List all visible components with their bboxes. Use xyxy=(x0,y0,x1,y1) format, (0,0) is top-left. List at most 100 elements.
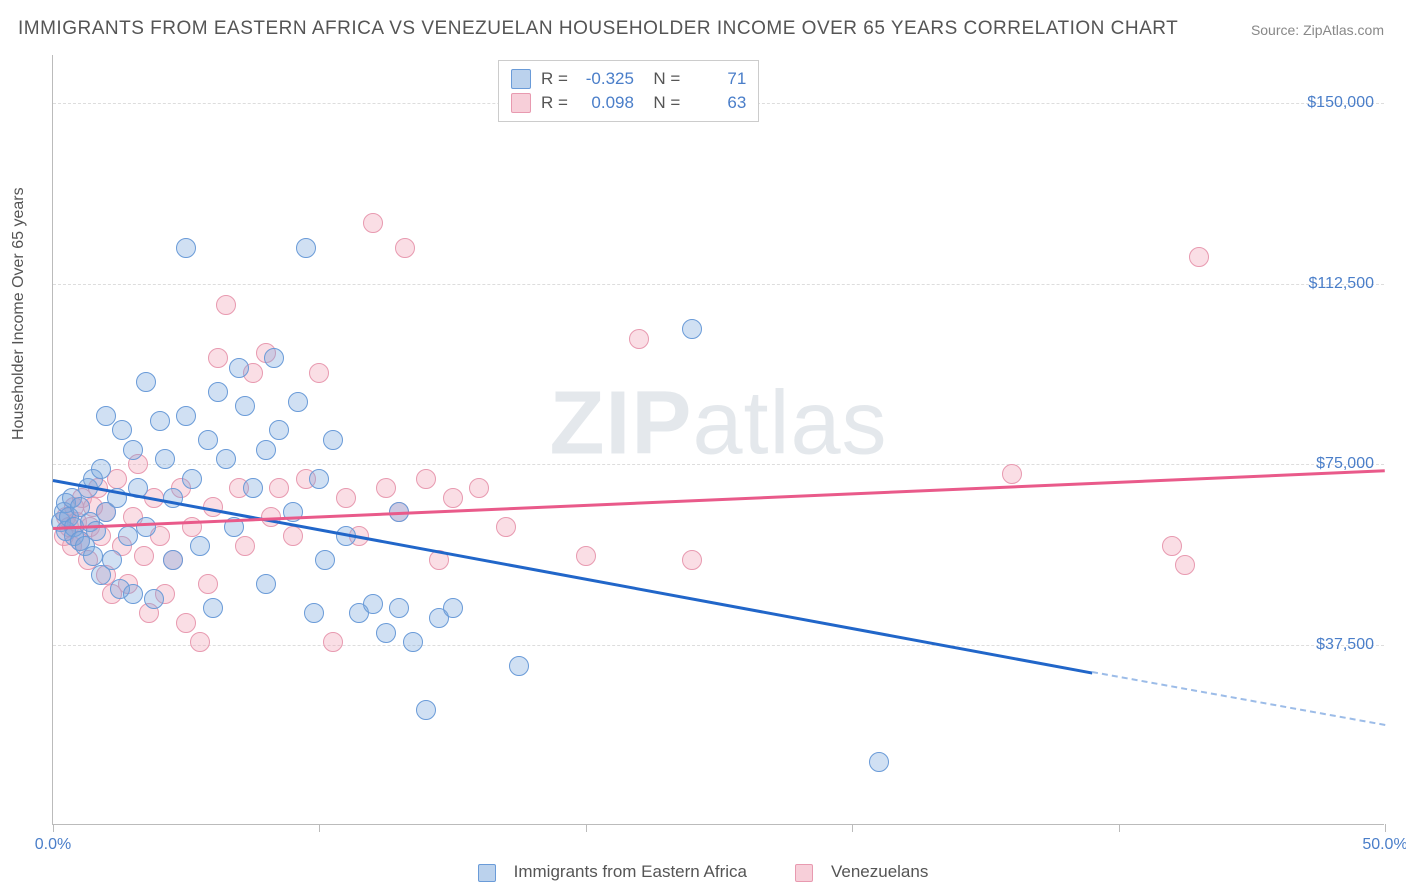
scatter-point xyxy=(229,358,249,378)
x-tick-label: 0.0% xyxy=(35,836,71,854)
x-tick xyxy=(53,824,54,832)
scatter-point xyxy=(150,411,170,431)
scatter-point xyxy=(216,449,236,469)
scatter-point xyxy=(682,319,702,339)
scatter-point xyxy=(182,517,202,537)
scatter-point xyxy=(1162,536,1182,556)
scatter-point xyxy=(102,550,122,570)
legend-swatch xyxy=(795,864,813,882)
scatter-point xyxy=(296,238,316,258)
gridline xyxy=(53,464,1384,465)
source-label: Source: ZipAtlas.com xyxy=(1251,22,1384,38)
gridline xyxy=(53,284,1384,285)
scatter-point xyxy=(323,632,343,652)
scatter-point xyxy=(376,478,396,498)
legend-n-value: 71 xyxy=(690,67,746,91)
legend-r-label: R = xyxy=(541,91,568,115)
scatter-point xyxy=(198,574,218,594)
scatter-point xyxy=(176,238,196,258)
legend-swatch xyxy=(511,93,531,113)
chart-title: IMMIGRANTS FROM EASTERN AFRICA VS VENEZU… xyxy=(18,18,1178,40)
scatter-point xyxy=(235,536,255,556)
y-tick-label: $37,500 xyxy=(1306,636,1374,654)
x-tick xyxy=(319,824,320,832)
legend-n-label: N = xyxy=(644,67,680,91)
scatter-point xyxy=(376,623,396,643)
scatter-point xyxy=(256,574,276,594)
x-tick xyxy=(852,824,853,832)
scatter-point xyxy=(403,632,423,652)
x-tick-label: 50.0% xyxy=(1362,836,1406,854)
scatter-point xyxy=(288,392,308,412)
legend-stats: R =-0.325 N =71R =0.098 N =63 xyxy=(498,60,759,122)
scatter-point xyxy=(198,430,218,450)
scatter-point xyxy=(315,550,335,570)
scatter-point xyxy=(269,420,289,440)
scatter-point xyxy=(443,488,463,508)
legend-swatch xyxy=(478,864,496,882)
scatter-point xyxy=(389,598,409,618)
legend-series: Immigrants from Eastern Africa Venezuelan… xyxy=(0,862,1406,882)
scatter-point xyxy=(208,348,228,368)
scatter-point xyxy=(176,406,196,426)
scatter-point xyxy=(190,632,210,652)
scatter-point xyxy=(323,430,343,450)
scatter-point xyxy=(869,752,889,772)
trend-line xyxy=(1092,671,1385,726)
scatter-point xyxy=(96,406,116,426)
legend-r-value: -0.325 xyxy=(578,67,634,91)
scatter-point xyxy=(1175,555,1195,575)
scatter-point xyxy=(576,546,596,566)
watermark-light: atlas xyxy=(692,374,887,474)
scatter-point xyxy=(136,372,156,392)
x-tick xyxy=(1119,824,1120,832)
watermark-bold: ZIP xyxy=(549,374,692,474)
scatter-point xyxy=(136,517,156,537)
x-tick xyxy=(1385,824,1386,832)
scatter-point xyxy=(144,589,164,609)
scatter-point xyxy=(112,420,132,440)
scatter-point xyxy=(264,348,284,368)
scatter-point xyxy=(469,478,489,498)
scatter-point xyxy=(243,478,263,498)
legend-r-value: 0.098 xyxy=(578,91,634,115)
scatter-point xyxy=(134,546,154,566)
scatter-point xyxy=(256,440,276,460)
y-tick-label: $112,500 xyxy=(1298,275,1374,293)
scatter-point xyxy=(336,488,356,508)
legend-label: Immigrants from Eastern Africa xyxy=(514,862,747,881)
scatter-point xyxy=(190,536,210,556)
scatter-point xyxy=(509,656,529,676)
scatter-point xyxy=(182,469,202,489)
scatter-point xyxy=(443,598,463,618)
scatter-point xyxy=(91,459,111,479)
legend-label: Venezuelans xyxy=(831,862,928,881)
legend-stat-row: R = -0.325 N = 71 xyxy=(511,67,746,91)
scatter-point xyxy=(1189,247,1209,267)
scatter-point xyxy=(269,478,289,498)
legend-item: Venezuelans xyxy=(783,862,940,881)
scatter-point xyxy=(682,550,702,570)
legend-r-label: R = xyxy=(541,67,568,91)
scatter-point xyxy=(363,213,383,233)
plot-area: ZIPatlas R =-0.325 N =71R =0.098 N =63 $… xyxy=(52,55,1384,825)
scatter-point xyxy=(416,469,436,489)
legend-n-label: N = xyxy=(644,91,680,115)
scatter-point xyxy=(216,295,236,315)
scatter-point xyxy=(416,700,436,720)
scatter-point xyxy=(1002,464,1022,484)
legend-swatch xyxy=(511,69,531,89)
scatter-point xyxy=(203,598,223,618)
scatter-point xyxy=(309,469,329,489)
gridline xyxy=(53,645,1384,646)
x-tick xyxy=(586,824,587,832)
scatter-point xyxy=(363,594,383,614)
scatter-point xyxy=(123,584,143,604)
scatter-point xyxy=(304,603,324,623)
scatter-point xyxy=(123,440,143,460)
scatter-point xyxy=(208,382,228,402)
scatter-point xyxy=(395,238,415,258)
scatter-point xyxy=(309,363,329,383)
scatter-point xyxy=(176,613,196,633)
y-axis-label: Householder Income Over 65 years xyxy=(10,187,28,440)
